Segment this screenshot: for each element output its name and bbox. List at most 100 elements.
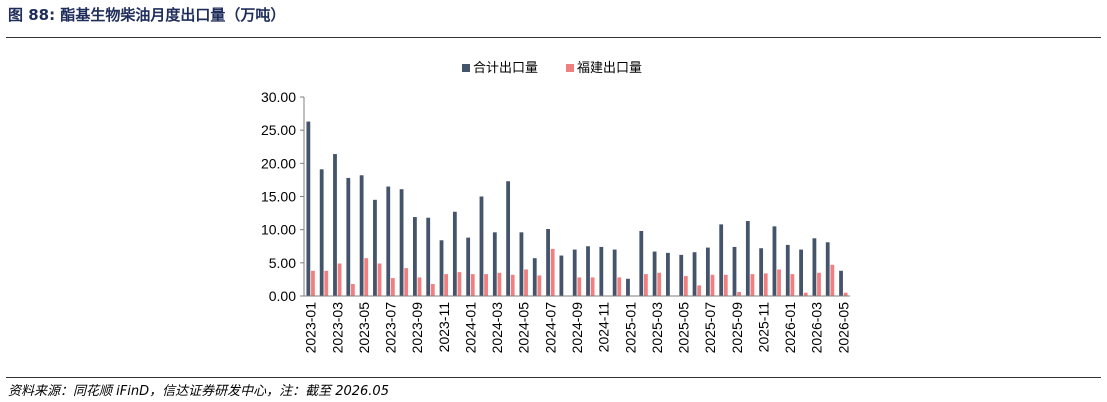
- bar-fujian: [404, 268, 409, 296]
- x-tick-label: 2023-05: [356, 302, 372, 354]
- bar-total: [612, 249, 617, 296]
- bar-fujian: [524, 269, 528, 296]
- bar-fujian: [710, 274, 715, 296]
- bar-fujian: [470, 274, 475, 296]
- figure-title: 图 88: 酯基生物柴油月度出口量（万吨）: [8, 4, 285, 25]
- bar-fujian: [790, 274, 795, 296]
- bar-fujian: [803, 292, 808, 296]
- bar-fujian: [750, 274, 755, 296]
- bar-fujian: [683, 276, 688, 296]
- x-axis: 2023-01 2023-03 2023-05 2023-07 2023-09 2023-…: [303, 295, 851, 354]
- x-tick-label: 2026-05: [835, 302, 851, 354]
- bar-fujian: [590, 277, 595, 296]
- bar-total: [413, 217, 417, 296]
- bar-total: [333, 154, 337, 296]
- y-tick-label: 25.00: [261, 122, 296, 138]
- bar-total: [559, 255, 564, 296]
- bar-total: [825, 242, 830, 296]
- y-tick-label: 10.00: [261, 222, 296, 238]
- x-tick-label: 2025-07: [702, 302, 718, 354]
- legend-swatch-total: [462, 64, 470, 72]
- bar-total: [373, 199, 377, 296]
- bar-fujian: [430, 284, 435, 296]
- y-tick-label: 0.00: [269, 288, 296, 304]
- bar-total: [652, 251, 657, 296]
- bar-total: [519, 232, 524, 296]
- bar-total: [386, 186, 391, 296]
- bar-fujian: [617, 277, 622, 296]
- bar-total: [399, 189, 404, 296]
- bar-fujian: [324, 270, 329, 296]
- x-tick-label: 2024-05: [516, 302, 532, 354]
- x-tick-label: 2024-11: [596, 302, 612, 353]
- bar-fujian: [537, 275, 542, 296]
- x-tick-label: 2024-09: [569, 302, 585, 354]
- bar-total: [745, 221, 750, 296]
- bar-fujian: [737, 292, 741, 296]
- bar-total: [799, 249, 803, 296]
- bar-total: [666, 252, 670, 296]
- bar-total: [639, 230, 644, 296]
- bar-total: [812, 238, 817, 296]
- x-tick-label: 2026-01: [782, 302, 798, 354]
- x-tick-label: 2024-03: [489, 302, 505, 354]
- bar-total: [452, 211, 457, 296]
- y-tick-label: 5.00: [269, 255, 296, 271]
- bar-total: [586, 246, 590, 296]
- bar-fujian: [364, 258, 369, 296]
- legend: 合计出口量 福建出口量: [462, 61, 642, 76]
- legend-label-fujian: 福建出口量: [577, 61, 642, 76]
- bar-total: [626, 278, 630, 296]
- bar-fujian: [444, 274, 449, 296]
- bar-total: [772, 226, 777, 296]
- bar-fujian: [457, 272, 462, 296]
- bar-total: [759, 248, 764, 296]
- bar-fujian: [390, 278, 395, 296]
- legend-swatch-fujian: [566, 64, 574, 72]
- bar-total: [479, 196, 484, 296]
- bar-fujian: [377, 263, 382, 296]
- bar-total: [306, 121, 311, 296]
- bar-fujian: [777, 269, 781, 296]
- bar-chart: 合计出口量 福建出口量 0.00 5.00 10.00 15.00 20.00 25.00…: [261, 61, 851, 354]
- bar-total: [492, 232, 497, 296]
- x-tick-label: 2024-07: [542, 302, 558, 354]
- x-tick-label: 2023-01: [303, 302, 319, 354]
- bar-fujian: [484, 274, 488, 296]
- x-tick-label: 2023-03: [329, 302, 345, 354]
- top-rule: [6, 37, 1101, 38]
- y-axis: 0.00 5.00 10.00 15.00 20.00 25.00 30.00: [261, 89, 305, 304]
- bar-total: [785, 244, 790, 296]
- x-tick-label: 2023-09: [409, 302, 425, 354]
- bar-fujian: [337, 263, 342, 296]
- bar-total: [679, 254, 684, 296]
- x-tick-label: 2025-03: [649, 302, 665, 354]
- y-tick-label: 30.00: [261, 89, 296, 105]
- bar-fujian: [577, 277, 582, 296]
- bar-fujian: [843, 292, 848, 296]
- bar-total: [705, 247, 710, 296]
- source-note: 资料来源：同花顺 iFinD，信达证券研发中心，注：截至 2026.05: [8, 384, 389, 399]
- bar-total: [466, 237, 471, 296]
- y-tick-label: 15.00: [261, 189, 296, 205]
- bar-total: [572, 249, 577, 296]
- figure-label: 图 88:: [8, 6, 56, 24]
- bar-total: [692, 252, 697, 296]
- x-tick-label: 2025-05: [676, 302, 692, 354]
- bar-fujian: [351, 284, 355, 296]
- x-tick-label: 2026-03: [809, 302, 825, 354]
- bottom-rule: [6, 377, 1101, 378]
- legend-label-total: 合计出口量: [473, 61, 538, 76]
- bars: [306, 121, 848, 296]
- bar-fujian: [763, 273, 768, 296]
- bar-total: [506, 181, 511, 296]
- bar-total: [346, 177, 351, 296]
- bar-fujian: [657, 272, 662, 296]
- bar-total: [719, 224, 724, 296]
- bar-total: [599, 246, 604, 296]
- bar-fujian: [311, 270, 315, 296]
- y-tick-label: 20.00: [261, 155, 296, 171]
- bar-total: [439, 240, 444, 296]
- x-tick-label: 2025-01: [622, 302, 638, 354]
- x-tick-label: 2024-01: [462, 302, 478, 354]
